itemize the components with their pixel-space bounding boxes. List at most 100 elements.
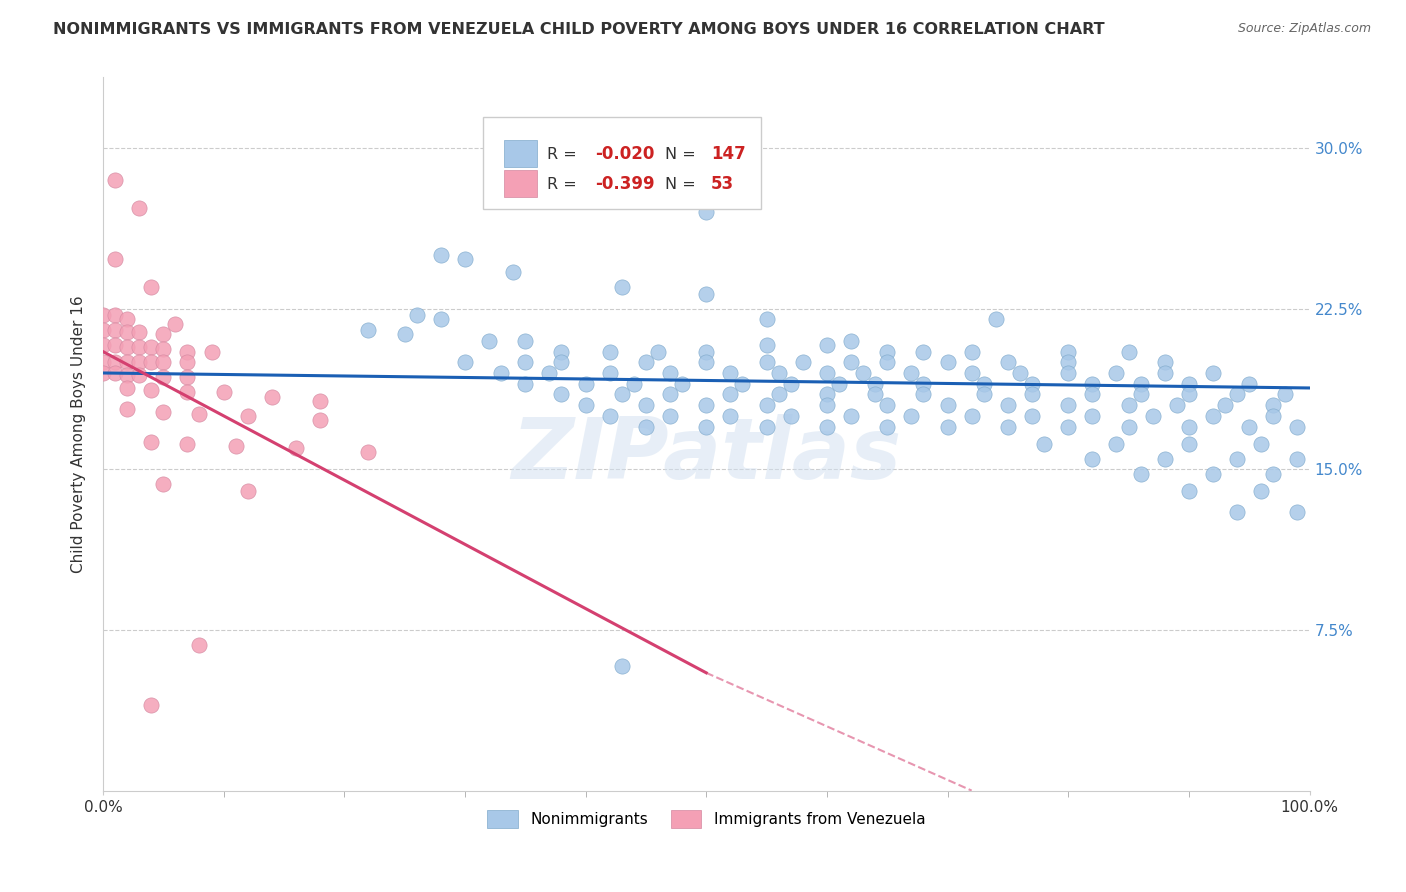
Point [141, 340, 163, 354]
Point [755, 355, 778, 369]
Point [599, 366, 621, 380]
Point [839, 334, 862, 348]
Text: -0.020: -0.020 [595, 145, 655, 163]
Point [839, 355, 862, 369]
Text: -0.399: -0.399 [595, 176, 655, 194]
Point [1153, 366, 1175, 380]
Point [200, 344, 222, 359]
Point [236, 409, 259, 423]
Point [852, 366, 875, 380]
Point [659, 366, 682, 380]
Y-axis label: Child Poverty Among Boys Under 16: Child Poverty Among Boys Under 16 [72, 295, 86, 573]
Point [997, 355, 1019, 369]
Point [152, 355, 174, 369]
Text: N =: N = [665, 147, 702, 162]
Point [997, 398, 1019, 412]
Text: Source: ZipAtlas.com: Source: ZipAtlas.com [1237, 22, 1371, 36]
Legend: Nonimmigrants, Immigrants from Venezuela: Nonimmigrants, Immigrants from Venezuela [481, 804, 931, 834]
Text: 53: 53 [711, 176, 734, 194]
Point [1178, 436, 1201, 450]
Text: R =: R = [547, 177, 582, 192]
Point [357, 445, 380, 459]
Point [128, 368, 150, 383]
Point [1008, 366, 1031, 380]
Point [755, 419, 778, 434]
Point [141, 383, 163, 397]
Point [104, 323, 127, 337]
Point [104, 355, 127, 369]
Point [1178, 376, 1201, 391]
Point [659, 409, 682, 423]
Point [128, 340, 150, 354]
Point [538, 366, 561, 380]
FancyBboxPatch shape [503, 140, 537, 168]
Point [1057, 398, 1080, 412]
Point [912, 387, 935, 401]
Point [634, 419, 657, 434]
Point [863, 387, 886, 401]
Point [936, 355, 959, 369]
Point [91, 323, 114, 337]
Point [599, 409, 621, 423]
Point [309, 413, 332, 427]
Point [1250, 483, 1272, 498]
Point [1226, 451, 1249, 466]
Point [104, 173, 127, 187]
Point [188, 407, 211, 421]
Point [176, 385, 198, 400]
Point [695, 344, 717, 359]
Point [188, 638, 211, 652]
Point [1057, 419, 1080, 434]
Point [1021, 376, 1043, 391]
Point [225, 439, 247, 453]
Point [141, 355, 163, 369]
Point [960, 409, 983, 423]
Point [1286, 419, 1309, 434]
Point [1057, 344, 1080, 359]
Point [1237, 419, 1260, 434]
Point [718, 387, 741, 401]
Point [755, 312, 778, 326]
Point [115, 402, 138, 417]
Point [718, 366, 741, 380]
Point [1263, 398, 1285, 412]
Point [515, 376, 537, 391]
Point [115, 381, 138, 395]
Point [973, 376, 995, 391]
Point [574, 398, 596, 412]
Point [779, 376, 801, 391]
Point [1081, 376, 1104, 391]
Point [550, 387, 572, 401]
Point [1081, 409, 1104, 423]
Point [152, 343, 174, 357]
Text: NONIMMIGRANTS VS IMMIGRANTS FROM VENEZUELA CHILD POVERTY AMONG BOYS UNDER 16 COR: NONIMMIGRANTS VS IMMIGRANTS FROM VENEZUE… [53, 22, 1105, 37]
Point [141, 434, 163, 449]
Point [429, 248, 451, 262]
FancyBboxPatch shape [503, 170, 537, 197]
Point [863, 376, 886, 391]
Point [695, 205, 717, 219]
Point [984, 312, 1007, 326]
Point [574, 376, 596, 391]
Point [1178, 419, 1201, 434]
Point [634, 398, 657, 412]
Point [176, 355, 198, 369]
Text: N =: N = [665, 177, 702, 192]
Point [91, 366, 114, 380]
Point [610, 659, 633, 673]
Point [1129, 387, 1152, 401]
Point [876, 398, 898, 412]
Point [1057, 366, 1080, 380]
Point [309, 393, 332, 408]
Point [1057, 355, 1080, 369]
Point [815, 398, 838, 412]
Point [1153, 355, 1175, 369]
Point [152, 370, 174, 384]
Point [647, 344, 669, 359]
Point [1021, 409, 1043, 423]
Point [128, 355, 150, 369]
Point [1286, 451, 1309, 466]
Point [141, 698, 163, 712]
Point [876, 419, 898, 434]
Point [1105, 436, 1128, 450]
